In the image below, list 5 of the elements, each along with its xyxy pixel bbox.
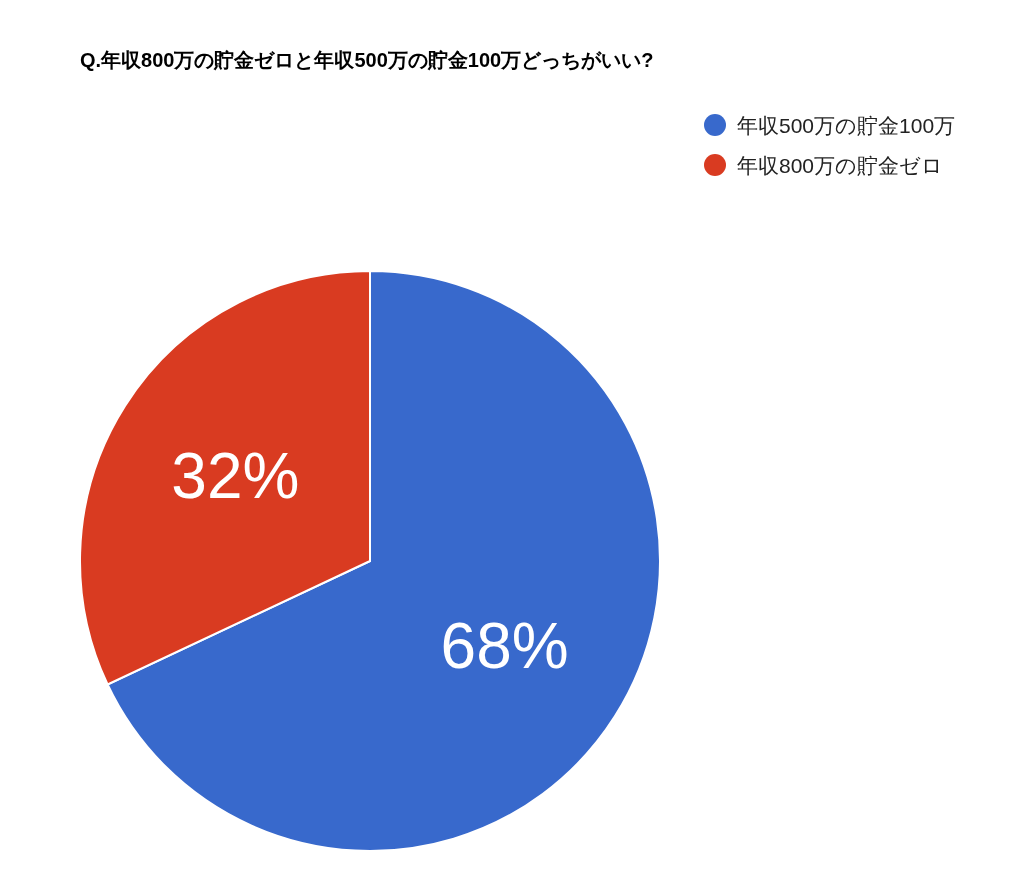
data-label: 68%	[440, 610, 569, 683]
chart-title: Q.年収800万の貯金ゼロと年収500万の貯金100万どっちがいい?	[80, 49, 654, 71]
data-label: 32%	[171, 439, 300, 512]
legend-label: 年収800万の貯金ゼロ	[737, 153, 944, 177]
legend-label: 年収500万の貯金100万	[737, 113, 956, 137]
